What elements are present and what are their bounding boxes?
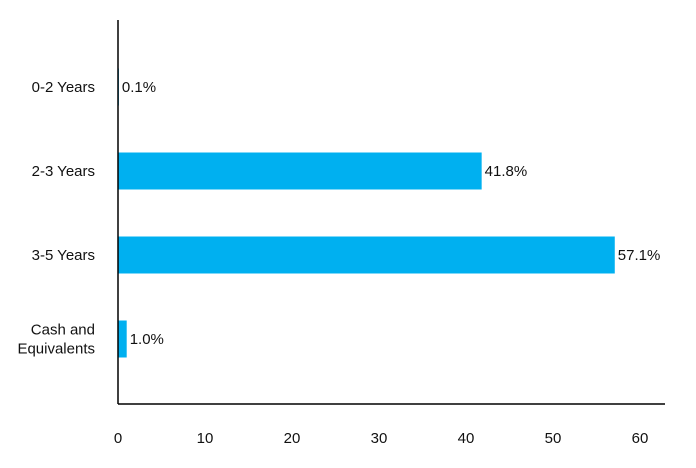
category-label-2: 3-5 Years [32, 247, 95, 264]
bar-2 [118, 236, 615, 274]
x-tick-label-0: 0 [114, 430, 122, 447]
category-label-line: Cash and [31, 322, 95, 339]
data-label-1: 41.8% [485, 163, 528, 180]
x-tick-label-6: 60 [632, 430, 649, 447]
data-label-0: 0.1% [122, 79, 156, 96]
bar-3 [118, 320, 127, 358]
x-tick-label-2: 20 [284, 430, 301, 447]
data-label-2: 57.1% [618, 247, 661, 264]
category-label-1: 2-3 Years [32, 163, 95, 180]
x-tick-labels-group: 0 10 20 30 40 50 60 [114, 430, 649, 447]
bars-group [118, 68, 615, 358]
category-label-3: Cash and Equivalents [17, 322, 95, 358]
category-labels-group: 0-2 Years 2-3 Years 3-5 Years Cash and Equiv… [17, 79, 95, 358]
category-label-line: Equivalents [17, 341, 95, 358]
data-labels-group: 0.1% 41.8% 57.1% 1.0% [122, 79, 660, 348]
category-label-0: 0-2 Years [32, 79, 95, 96]
x-tick-label-5: 50 [545, 430, 562, 447]
bar-1 [118, 152, 482, 190]
x-tick-label-1: 10 [197, 430, 214, 447]
x-tick-label-4: 40 [458, 430, 475, 447]
x-tick-label-3: 30 [371, 430, 388, 447]
data-label-3: 1.0% [130, 331, 164, 348]
